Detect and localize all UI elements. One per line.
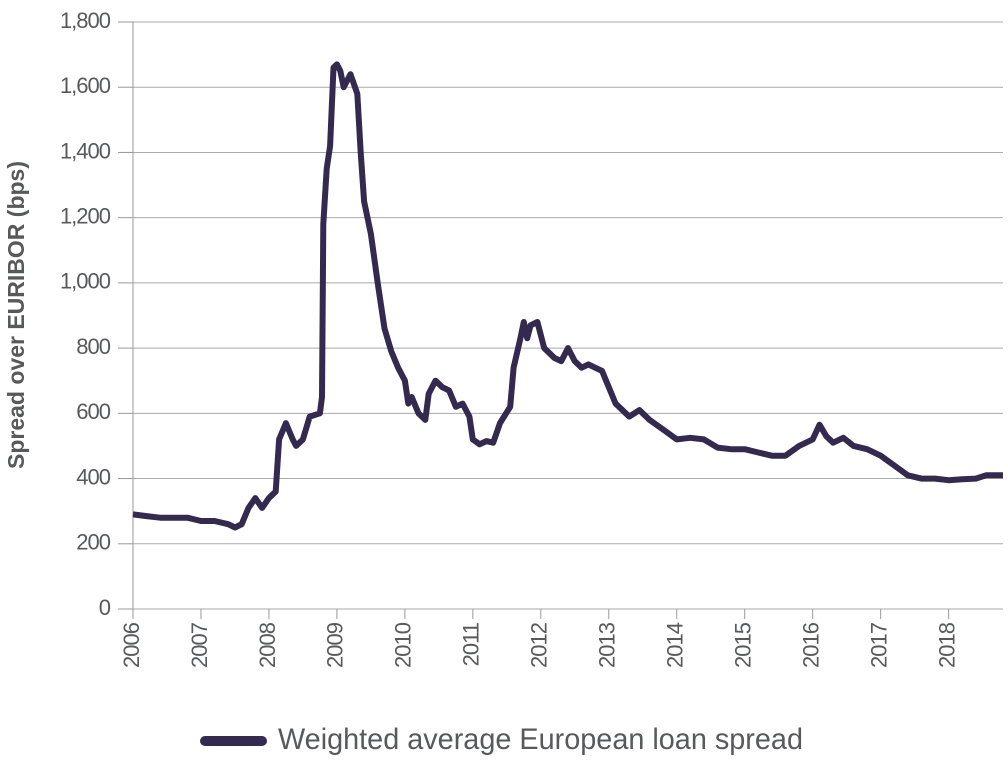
x-tick-label: 2015 bbox=[731, 622, 756, 668]
x-tick-label: 2014 bbox=[663, 622, 688, 668]
line-series bbox=[132, 61, 1003, 531]
x-tick-label: 2008 bbox=[255, 622, 280, 668]
y-tick-label: 1,400 bbox=[60, 138, 111, 163]
legend-label: Weighted average European loan spread bbox=[278, 723, 803, 756]
y-tick-label: 400 bbox=[76, 464, 110, 489]
x-tick-label: 2009 bbox=[323, 622, 348, 668]
y-tick-label: 600 bbox=[76, 399, 110, 424]
y-tick-label: 1,800 bbox=[60, 8, 111, 33]
x-tick-label: 2012 bbox=[527, 622, 552, 668]
y-axis-label: Spread over EURIBOR (bps) bbox=[3, 161, 29, 469]
x-tick-label: 2006 bbox=[119, 622, 144, 668]
x-tick-label: 2018 bbox=[934, 622, 959, 668]
y-tick-label: 1,600 bbox=[60, 73, 111, 98]
y-tick-label: 0 bbox=[99, 595, 111, 620]
y-tick-label: 200 bbox=[76, 530, 110, 555]
x-tick-label: 2011 bbox=[459, 622, 484, 666]
y-tick-label: 1,000 bbox=[60, 269, 111, 294]
x-tick-label: 2013 bbox=[595, 622, 620, 668]
x-tick-label: 2007 bbox=[187, 622, 212, 668]
x-tick-label: 2017 bbox=[866, 622, 891, 668]
y-tick-label: 800 bbox=[76, 334, 110, 359]
x-tick-label: 2016 bbox=[799, 622, 824, 668]
x-tick-label: 2010 bbox=[391, 622, 416, 668]
y-tick-label: 1,200 bbox=[60, 203, 111, 228]
